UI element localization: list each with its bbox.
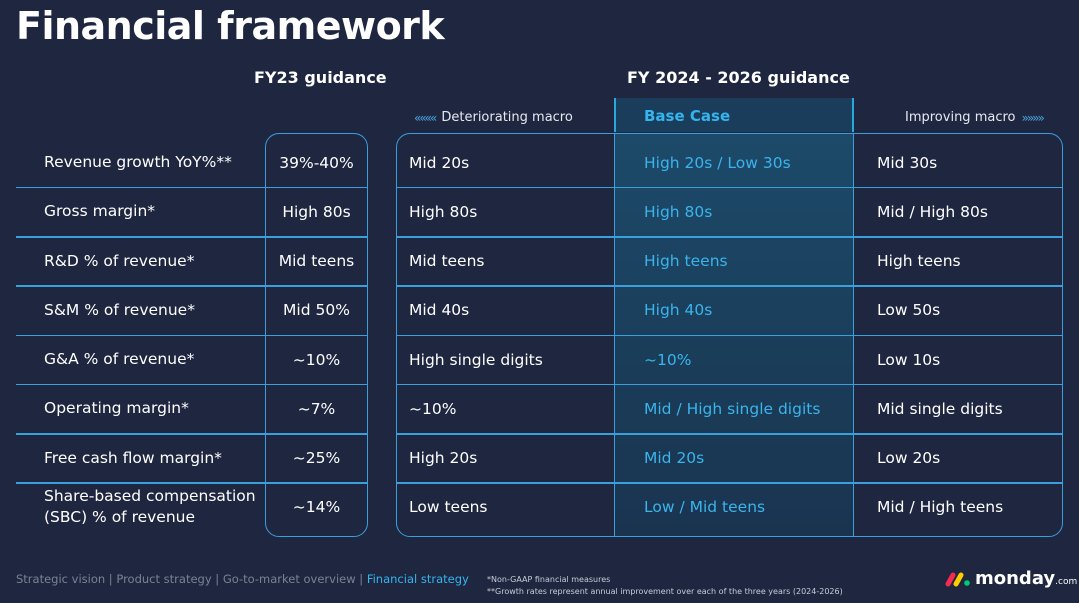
nav-product-strategy[interactable]: Product strategy xyxy=(116,572,212,586)
arrow-right-icon: »»»» xyxy=(1021,110,1044,125)
row-divider xyxy=(16,334,265,336)
footnote-growth-rates: **Growth rates represent annual improvem… xyxy=(487,587,843,596)
fy23-header: FY23 guidance xyxy=(254,68,387,87)
deteriorating-macro-label: Deteriorating macro xyxy=(441,110,573,125)
row-divider xyxy=(16,285,265,287)
cell-fy23: ~25% xyxy=(292,449,341,467)
page-title: Financial framework xyxy=(16,4,445,48)
arrow-left-icon: «««« xyxy=(414,110,437,125)
cell-base: High 20s / Low 30s xyxy=(644,153,791,172)
cell-det: Mid 40s xyxy=(409,301,470,320)
base-case-label: Base Case xyxy=(644,107,731,125)
cell-imp: High teens xyxy=(877,252,961,270)
cell-det: Mid teens xyxy=(409,252,485,270)
nav-separator: | xyxy=(211,572,223,586)
row-divider xyxy=(396,482,1063,484)
improving-macro-label: Improving macro xyxy=(905,110,1016,125)
nav-separator: | xyxy=(355,572,367,586)
cell-imp: Mid 30s xyxy=(877,153,938,172)
cell-base: Mid / High single digits xyxy=(644,399,821,418)
row-divider xyxy=(396,334,1063,336)
monday-logo-text: monday.com xyxy=(975,568,1078,589)
cell-det: ~10% xyxy=(409,399,457,418)
cell-label: Share-based compensation (SBC) % of reve… xyxy=(44,487,256,527)
cell-label: Free cash flow margin* xyxy=(44,448,222,467)
cell-label: Operating margin* xyxy=(44,399,189,418)
row-divider xyxy=(265,482,368,484)
row-divider xyxy=(396,236,1063,238)
cell-fy23: ~7% xyxy=(297,399,336,418)
cell-label: S&M % of revenue* xyxy=(44,300,195,319)
improving-macro-header: Improving macro »»»» xyxy=(905,110,1045,125)
cell-det: High single digits xyxy=(409,350,543,369)
cell-imp: Mid / High 80s xyxy=(877,202,988,221)
nav-go-to-market[interactable]: Go-to-market overview xyxy=(222,572,356,586)
cell-imp: Low 20s xyxy=(877,449,941,467)
row-divider xyxy=(16,433,265,435)
row-divider xyxy=(396,186,1063,189)
row-divider xyxy=(265,334,368,336)
nav-strategic-vision[interactable]: Strategic vision xyxy=(16,572,106,586)
row-divider xyxy=(265,285,368,287)
cell-fy23: ~10% xyxy=(292,350,341,369)
monday-logo-icon xyxy=(945,572,970,586)
row-divider xyxy=(396,285,1063,287)
footnote-non-gaap: *Non-GAAP financial measures xyxy=(487,575,611,584)
cell-fy23: Mid teens xyxy=(278,252,355,270)
fy24-26-header: FY 2024 - 2026 guidance xyxy=(627,68,850,87)
footnotes: *Non-GAAP financial measures **Growth ra… xyxy=(487,574,843,598)
cell-base: High teens xyxy=(644,252,728,270)
row-divider xyxy=(265,236,368,238)
cell-label: Revenue growth YoY%** xyxy=(44,153,232,171)
cell-label: R&D % of revenue* xyxy=(44,251,195,270)
cell-fy23: High 80s xyxy=(282,202,351,221)
cell-base: ~10% xyxy=(644,350,692,369)
row-divider xyxy=(396,433,1063,435)
row-divider xyxy=(16,186,265,189)
row-divider xyxy=(16,383,265,386)
cell-imp: Mid / High teens xyxy=(877,498,1004,517)
cell-base: Low / Mid teens xyxy=(644,498,766,517)
cell-label: Gross margin* xyxy=(44,202,156,221)
deteriorating-macro-header: «««« Deteriorating macro xyxy=(414,110,573,125)
cell-imp: Mid single digits xyxy=(877,399,1003,418)
row-divider xyxy=(16,482,265,484)
cell-base: High 40s xyxy=(644,301,713,320)
nav-separator: | xyxy=(105,572,117,586)
cell-det: High 80s xyxy=(409,202,478,221)
cell-fy23: Mid 50% xyxy=(283,301,350,320)
cell-det: Low teens xyxy=(409,498,488,517)
row-divider xyxy=(265,433,368,435)
cell-base: High 80s xyxy=(644,202,713,221)
nav-financial-strategy[interactable]: Financial strategy xyxy=(366,572,469,586)
cell-imp: Low 50s xyxy=(877,301,941,320)
cell-det: Mid 20s xyxy=(409,153,470,172)
cell-fy23: ~14% xyxy=(292,498,341,517)
cell-label: G&A % of revenue* xyxy=(44,350,195,368)
row-divider xyxy=(265,186,368,189)
cell-fy23: 39%-40% xyxy=(279,153,354,172)
row-divider xyxy=(396,383,1063,386)
row-divider xyxy=(265,383,368,386)
row-divider xyxy=(16,236,265,238)
cell-imp: Low 10s xyxy=(877,350,941,369)
cell-det: High 20s xyxy=(409,449,478,467)
cell-base: Mid 20s xyxy=(644,449,705,467)
footer-navigation: Strategic vision | Product strategy | Go… xyxy=(16,572,469,586)
base-case-header: Base Case xyxy=(614,98,854,132)
monday-logo: monday.com xyxy=(945,568,1077,589)
